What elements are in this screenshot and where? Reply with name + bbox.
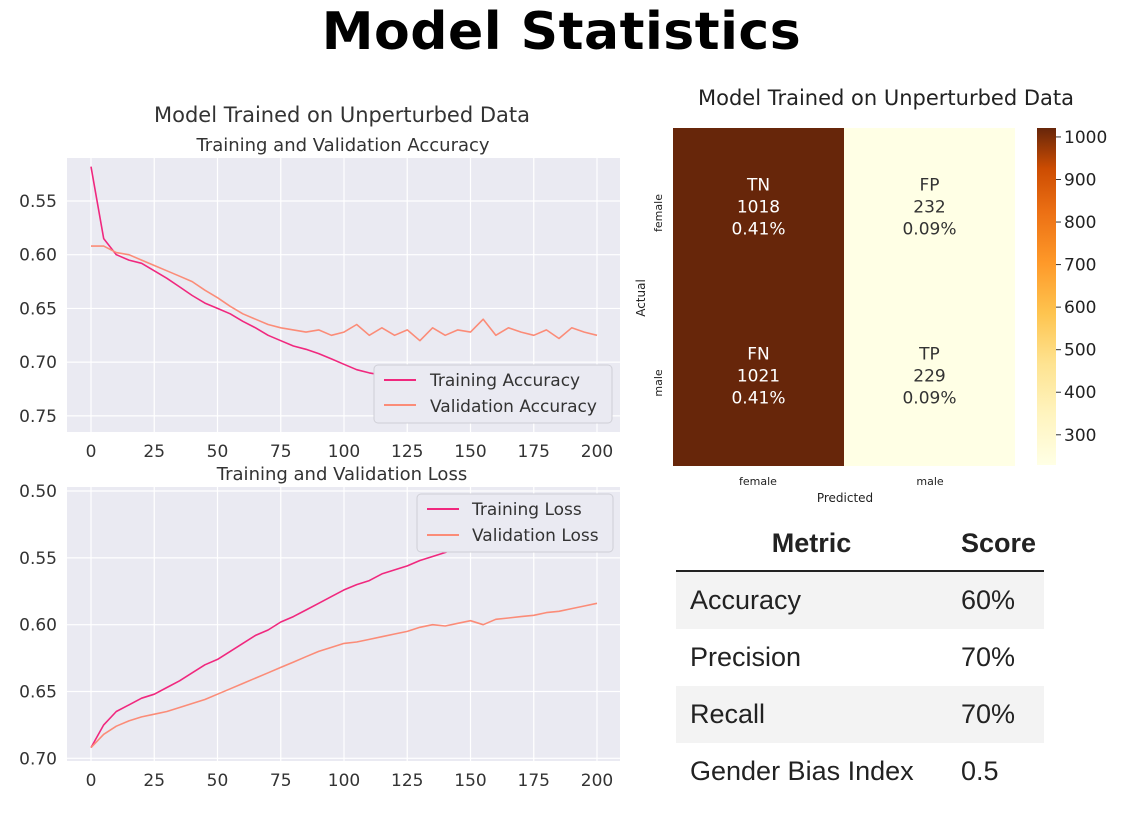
table-row: Recall 70% bbox=[676, 686, 1044, 743]
loss-chart-title: Training and Validation Loss bbox=[216, 464, 467, 485]
heatmap-xtick-female: female bbox=[739, 475, 777, 488]
metric-name: Precision bbox=[690, 642, 802, 672]
heatmap-cell-percent: 0.09% bbox=[902, 220, 956, 240]
x-tick-label: 150 bbox=[454, 771, 486, 791]
y-tick-label: 0.70 bbox=[19, 749, 57, 769]
loss-line-chart: Training and Validation Loss 0 25 50 75 100 1… bbox=[19, 464, 620, 791]
metric-score: 0.5 bbox=[961, 756, 999, 786]
heatmap-xtick-male: male bbox=[916, 475, 944, 488]
y-tick-label: 0.50 bbox=[19, 482, 57, 502]
heatmap-ylabel: Actual bbox=[634, 279, 648, 317]
y-tick-label: 0.55 bbox=[19, 192, 57, 212]
metric-name: Gender Bias Index bbox=[690, 756, 914, 786]
legend-training-loss: Training Loss bbox=[471, 500, 582, 520]
loss-legend: Training Loss Validation Loss bbox=[416, 493, 614, 553]
x-tick-label: 125 bbox=[391, 771, 423, 791]
metric-score: 60% bbox=[947, 571, 1044, 629]
y-tick-label: 0.75 bbox=[19, 407, 57, 427]
heatmap-cell-label: FP bbox=[919, 176, 939, 196]
accuracy-legend: Training Accuracy Validation Accuracy bbox=[373, 364, 613, 424]
heatmap-cell-value: 1021 bbox=[737, 367, 780, 387]
y-tick-label: 0.70 bbox=[19, 353, 57, 373]
metric-name: Recall bbox=[676, 686, 948, 743]
heatmap-cell-percent: 0.41% bbox=[731, 389, 785, 409]
legend-validation-loss: Validation Loss bbox=[472, 526, 599, 546]
legend-validation-accuracy: Validation Accuracy bbox=[430, 397, 597, 417]
metrics-header-row: Metric Score bbox=[676, 516, 1044, 572]
score-column-header: Score bbox=[947, 516, 1044, 572]
accuracy-line-chart: Model Trained on Unperturbed Data Traini… bbox=[19, 103, 620, 462]
table-row: Precision 70% bbox=[676, 629, 1044, 686]
validation-loss-line bbox=[90, 602, 598, 749]
heatmap-cell-fn bbox=[673, 297, 844, 466]
accuracy-chart-suptitle: Model Trained on Unperturbed Data bbox=[154, 103, 530, 127]
y-tick-label: 0.60 bbox=[19, 246, 57, 266]
x-tick-label: 75 bbox=[270, 442, 292, 462]
colorbar-tick-label: 700 bbox=[1064, 256, 1096, 276]
accuracy-chart-title: Training and Validation Accuracy bbox=[195, 135, 489, 156]
colorbar-tick-label: 400 bbox=[1064, 383, 1096, 403]
heatmap-cell-tp bbox=[844, 297, 1015, 466]
metrics-table: Metric Score Accuracy 60% Precision 70% … bbox=[676, 516, 1044, 800]
heatmap-cell-value: 1018 bbox=[737, 198, 780, 218]
y-tick-label: 0.65 bbox=[19, 682, 57, 702]
heatmap-xlabel: Predicted bbox=[817, 491, 873, 505]
page-title: Model Statistics bbox=[321, 2, 802, 62]
heatmap-cell-percent: 0.41% bbox=[731, 220, 785, 240]
x-tick-label: 50 bbox=[207, 771, 229, 791]
x-tick-label: 50 bbox=[207, 442, 229, 462]
x-tick-label: 125 bbox=[391, 442, 423, 462]
colorbar bbox=[1037, 128, 1056, 465]
x-tick-label: 0 bbox=[86, 771, 97, 791]
y-tick-label: 0.65 bbox=[19, 299, 57, 319]
x-tick-label: 0 bbox=[86, 442, 97, 462]
metric-name: Accuracy bbox=[676, 571, 948, 629]
metric-score: 70% bbox=[961, 642, 1016, 672]
heatmap-cell-value: 229 bbox=[913, 367, 945, 387]
heatmap-ytick-female: female bbox=[652, 194, 665, 232]
x-tick-label: 175 bbox=[518, 771, 550, 791]
heatmap-cell-fp bbox=[844, 128, 1015, 297]
colorbar-tick-label: 500 bbox=[1064, 341, 1096, 361]
heatmap-cell-value: 232 bbox=[913, 198, 945, 218]
colorbar-tick-label: 300 bbox=[1064, 426, 1096, 446]
heatmap-cell-label: TN bbox=[746, 176, 770, 196]
metric-score: 70% bbox=[947, 686, 1044, 743]
colorbar-tick-label: 900 bbox=[1064, 170, 1096, 190]
x-tick-label: 75 bbox=[270, 771, 292, 791]
heatmap-ytick-male: male bbox=[652, 369, 665, 397]
x-tick-label: 200 bbox=[581, 771, 613, 791]
x-tick-label: 150 bbox=[454, 442, 486, 462]
metric-column-header: Metric bbox=[676, 516, 948, 572]
colorbar-tick-label: 800 bbox=[1064, 213, 1096, 233]
heatmap-cell-tn bbox=[673, 128, 844, 297]
colorbar-tick-label: 1000 bbox=[1064, 128, 1107, 148]
validation-accuracy-line bbox=[91, 245, 598, 342]
heatmap-cell-label: FN bbox=[747, 345, 770, 365]
confusion-matrix-heatmap: Model Trained on Unperturbed Data TN1018… bbox=[634, 86, 1107, 505]
legend-training-accuracy: Training Accuracy bbox=[429, 371, 580, 391]
table-row: Gender Bias Index 0.5 bbox=[676, 743, 1044, 800]
x-tick-label: 100 bbox=[328, 442, 360, 462]
heatmap-cell-label: TP bbox=[918, 345, 940, 365]
y-tick-label: 0.55 bbox=[19, 549, 57, 569]
colorbar-tick-label: 600 bbox=[1064, 298, 1096, 318]
x-tick-label: 25 bbox=[143, 442, 165, 462]
x-tick-label: 200 bbox=[581, 442, 613, 462]
x-tick-label: 25 bbox=[143, 771, 165, 791]
heatmap-title: Model Trained on Unperturbed Data bbox=[698, 86, 1074, 110]
table-row: Accuracy 60% bbox=[676, 571, 1044, 629]
x-tick-label: 175 bbox=[518, 442, 550, 462]
x-tick-label: 100 bbox=[328, 771, 360, 791]
heatmap-cell-percent: 0.09% bbox=[902, 389, 956, 409]
y-tick-label: 0.60 bbox=[19, 616, 57, 636]
